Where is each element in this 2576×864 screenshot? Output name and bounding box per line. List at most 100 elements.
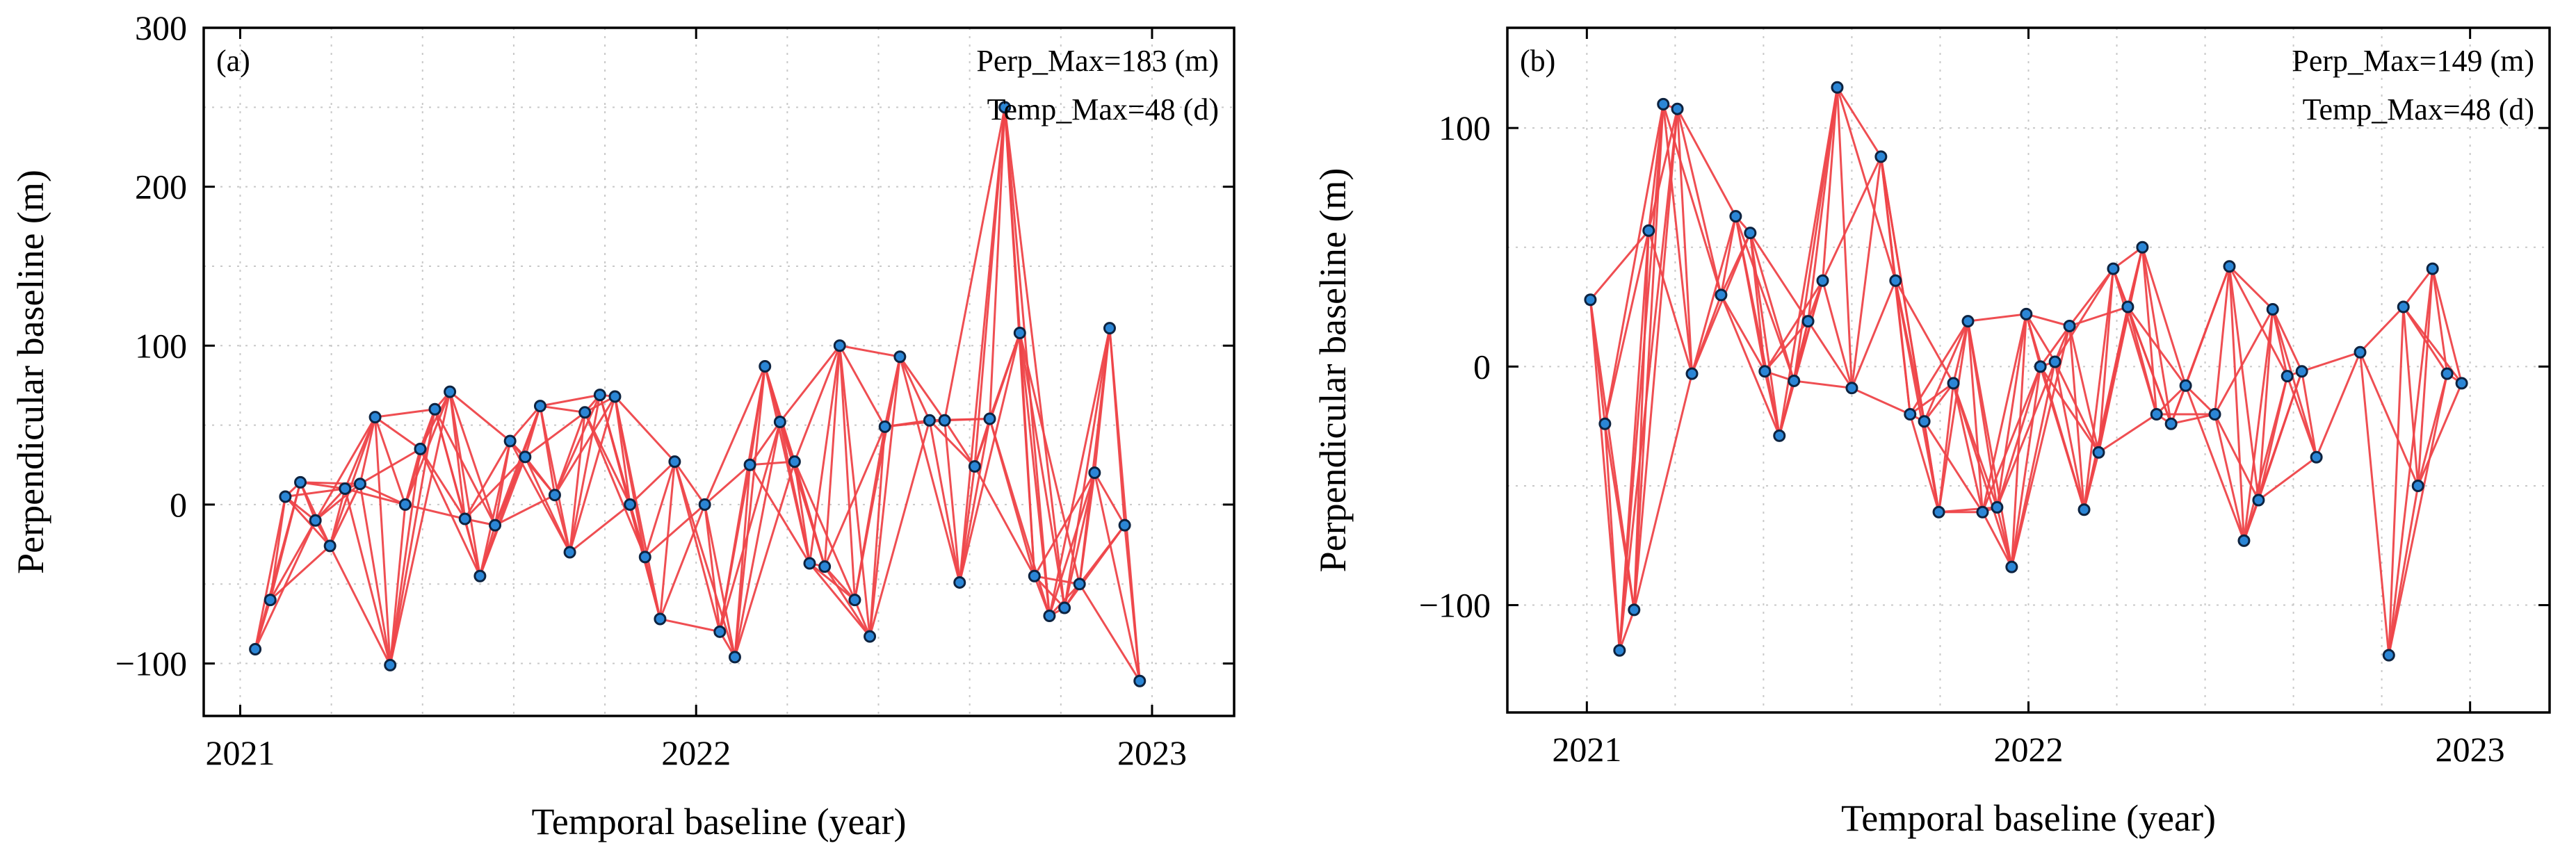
panel-a-pair-link (944, 417, 990, 422)
panel-a-pair-link (1019, 332, 1081, 585)
panel-a-pair-link (1124, 525, 1141, 681)
panel-a-pair-link (254, 496, 286, 650)
panel-b-pair-link (1952, 382, 2013, 568)
panel-b-pair-link (2258, 370, 2303, 501)
panel-a-pair-link (839, 345, 856, 601)
panel-a-acquisition-point (458, 512, 471, 525)
panel-a-acquisition-point (489, 519, 502, 532)
panel-a-pair-link (569, 394, 601, 553)
panel-a-pair-link (839, 344, 900, 358)
panel-b-pair-link (1603, 230, 1650, 425)
panel-b-pair-link (1794, 380, 1852, 389)
panel-b-pair-link (1909, 414, 1940, 513)
panel-a-pair-link (494, 441, 512, 525)
panel-b-acquisition-point (2411, 479, 2424, 492)
panel-b-pair-link (1719, 215, 1737, 295)
panel-b-pair-link (2417, 268, 2434, 487)
panel-a-pair-link (839, 345, 886, 427)
panel-b-pair-link (2010, 313, 2027, 567)
panel-b-acquisition-point (2107, 262, 2120, 275)
panel-a-pair-link (644, 461, 676, 557)
panel-a-pair-link (1078, 583, 1141, 682)
panel-a-ylabel: Perpendicular baseline (m) (10, 170, 51, 574)
panel-b-acquisition-point (1845, 382, 1858, 395)
panel-a-pair-link (734, 421, 781, 658)
panel-a-acquisition-point (473, 569, 487, 582)
panel-a-acquisition-point (773, 416, 786, 429)
panel-b-acquisition-point (2397, 300, 2410, 313)
panel-b-pair-link (2010, 325, 2071, 567)
panel-a-acquisition-point (1088, 466, 1101, 480)
panel-b-pair-link (1981, 313, 2027, 513)
panel-b-pair-link (1982, 512, 2013, 568)
panel-b-pair-link (1618, 104, 1664, 651)
panel-a-pair-link (269, 545, 331, 601)
panel-a-pair-link (569, 396, 616, 553)
panel-a-acquisition-point (548, 489, 561, 502)
panel-b-pair-link (2039, 325, 2071, 368)
panel-b-acquisition-point (2136, 241, 2149, 254)
panel-a-pair-link (524, 456, 571, 553)
panel-b-acquisition-point (2223, 260, 2236, 273)
panel-b-acquisition-point (2092, 446, 2105, 459)
panel-a-pair-link (718, 421, 781, 633)
panel-a-pair-link (569, 412, 586, 553)
panel-a-pair-link (389, 391, 451, 666)
panel-b-acquisition-point (2020, 307, 2033, 320)
panel-b-pair-link (2083, 268, 2114, 510)
panel-b-pair-link (1647, 104, 1664, 231)
panel-b-acquisition-point (1961, 315, 1975, 328)
panel-a-pair-link (958, 332, 1021, 583)
panel-a-acquisition-point (893, 350, 907, 364)
panel-a-pair-link (614, 396, 661, 619)
panel-b-acquisition-point (2310, 450, 2323, 464)
panel-a-pair-link (464, 440, 511, 520)
panel-a-pair-link (793, 345, 841, 462)
panel-a-pair-link (419, 448, 467, 520)
panel-a-pair-link (375, 408, 435, 418)
panel-b-acquisition-point (2440, 367, 2454, 380)
panel-b-links (1589, 87, 2463, 655)
panel-a-pair-link (329, 545, 391, 666)
panel-b-xtick-label: 2023 (2436, 730, 2505, 769)
panel-b-acquisition-point (2048, 355, 2061, 368)
panel-b-pair-link (1603, 423, 1621, 651)
panel-a-pair-link (928, 419, 975, 468)
panel-b-acquisition-point (1904, 407, 1917, 421)
panel-b-pair-link (1676, 108, 1737, 217)
panel-a-acquisition-point (654, 612, 667, 626)
panel-b-acquisition-point (1671, 102, 1684, 115)
panel-a-pair-link (359, 448, 421, 485)
panel-b-pair-link (2301, 351, 2360, 373)
panel-b-pair-link (1923, 320, 1969, 422)
panel-a-pair-link (374, 416, 421, 450)
panel-b-pair-link (1676, 108, 1722, 295)
panel-a-pair-link (300, 481, 360, 485)
panel-b-acquisition-point (2150, 407, 2163, 421)
panel-a-pair-link (494, 405, 542, 526)
panel-b-xlabel: Temporal baseline (year) (1841, 797, 2216, 839)
panel-a-pair-link (673, 461, 736, 658)
panel-a-pair-link (660, 618, 720, 633)
panel-a-pair-link (1063, 327, 1111, 608)
panel-b-pair-link (1618, 108, 1679, 651)
panel-a-pair-link (539, 405, 572, 553)
panel-b-pair-link (1851, 280, 1897, 389)
panel-b-pair-link (1633, 230, 1650, 610)
panel-b-pair-link (1749, 232, 1809, 322)
panel-b-pair-link (2257, 309, 2274, 500)
panel-a-pair-link (853, 357, 901, 601)
panel-a-acquisition-point (294, 475, 307, 489)
panel-b-pair-link (2039, 366, 2100, 453)
panel-a-acquisition-point (503, 434, 517, 448)
panel-b-pair-link (2258, 456, 2317, 501)
panel-a-label: (a) (216, 44, 250, 78)
panel-a-acquisition-point (384, 658, 397, 671)
panel-a-xlabel: Temporal baseline (year) (532, 801, 907, 842)
panel-a-pair-link (269, 482, 302, 601)
panel-a-pair-link (823, 566, 871, 637)
panel-a-pair-link (704, 366, 766, 505)
panel-a-pair-link (928, 420, 961, 583)
panel-a-pair-link (553, 494, 572, 553)
panel-a-pair-link (553, 394, 601, 496)
